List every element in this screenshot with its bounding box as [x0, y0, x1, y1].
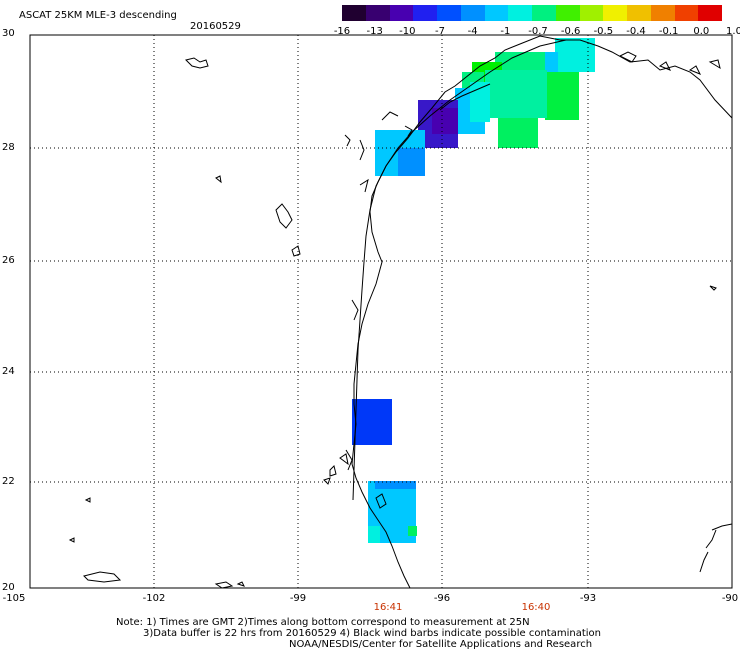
colorbar-label: -1: [500, 26, 511, 37]
colorbar-swatch: [484, 5, 509, 21]
time-label: 16:41: [374, 602, 403, 613]
colorbar-label: -7: [435, 26, 445, 37]
colorbar-swatch: [555, 5, 580, 21]
latitude-label: 28: [2, 142, 15, 153]
colorbar-label: -0.6: [560, 26, 581, 37]
longitude-label: -90: [722, 593, 738, 604]
data-cell: [485, 70, 547, 118]
colorbar-swatch: [579, 5, 604, 21]
colorbar-swatch: [413, 5, 437, 21]
colorbar-label: -0.4: [626, 26, 646, 37]
data-cell: [498, 118, 538, 148]
colorbar-swatch: [650, 5, 675, 21]
note-line-1: Note: 1) Times are GMT 2)Times along bot…: [116, 617, 530, 628]
longitude-label: -105: [3, 593, 26, 604]
product-date: 20160529: [190, 21, 241, 32]
latitude-label: 24: [2, 366, 15, 377]
latitude-label: 30: [2, 28, 15, 39]
colorbar-swatch: [437, 5, 461, 21]
data-cell: [545, 72, 579, 120]
colorbar-label: -13: [366, 26, 383, 37]
colorbar-label: -0.7: [528, 26, 548, 37]
colorbar-label: 0.0: [693, 26, 710, 37]
longitude-labels: -105 -102 -99 -96 -93 -90: [3, 593, 739, 604]
colorbar-label: -10: [399, 26, 416, 37]
colorbar-labels: -16 -13 -10 -7 -4 -1 -0.7 -0.6 -0.5 -0.4 -0.1 0.0 1.…: [330, 26, 740, 38]
longitude-label: -102: [143, 593, 166, 604]
colorbar-swatch: [460, 5, 485, 21]
data-cell: [495, 52, 545, 70]
note-line-2: 3)Data buffer is 22 hrs from 20160529 4)…: [143, 628, 601, 639]
colorbar: [342, 5, 722, 21]
latitude-labels: 30 28 26 24 22 20: [2, 28, 15, 593]
colorbar-swatch: [389, 5, 414, 21]
colorbar-swatch: [532, 5, 556, 21]
data-cell: [368, 526, 380, 543]
map-frame: [29, 34, 733, 589]
graticule: [30, 35, 732, 588]
data-cell: [470, 82, 490, 122]
colorbar-swatch: [365, 5, 390, 21]
data-cell: [352, 399, 392, 445]
colorbar-label: -0.5: [593, 26, 614, 37]
data-cell: [432, 108, 458, 134]
product-title: ASCAT 25KM MLE-3 descending: [19, 10, 177, 21]
colorbar-swatch: [674, 5, 699, 21]
data-cell: [398, 148, 425, 176]
colorbar-label: 1.0: [726, 26, 740, 37]
wind-data-cells: [352, 38, 595, 543]
data-cell: [375, 481, 416, 489]
time-label: 16:40: [522, 602, 551, 613]
longitude-label: -99: [290, 593, 306, 604]
longitude-label: -93: [580, 593, 596, 604]
latitude-label: 26: [2, 255, 15, 266]
colorbar-label: -16: [333, 26, 351, 37]
colorbar-swatch: [342, 5, 366, 21]
colorbar-label: -0.1: [658, 26, 679, 37]
latitude-label: 20: [2, 582, 15, 593]
latitude-label: 22: [2, 476, 15, 487]
colorbar-swatch: [627, 5, 651, 21]
longitude-label: -96: [434, 593, 450, 604]
colorbar-label: -4: [467, 26, 478, 37]
data-cell: [408, 526, 417, 536]
colorbar-swatch: [698, 5, 722, 21]
track-line: [352, 39, 567, 501]
colorbar-swatch: [508, 5, 532, 21]
colorbar-swatch: [603, 5, 627, 21]
time-labels: 16:41 16:40: [374, 602, 551, 613]
note-line-3: NOAA/NESDIS/Center for Satellite Applica…: [289, 639, 593, 650]
